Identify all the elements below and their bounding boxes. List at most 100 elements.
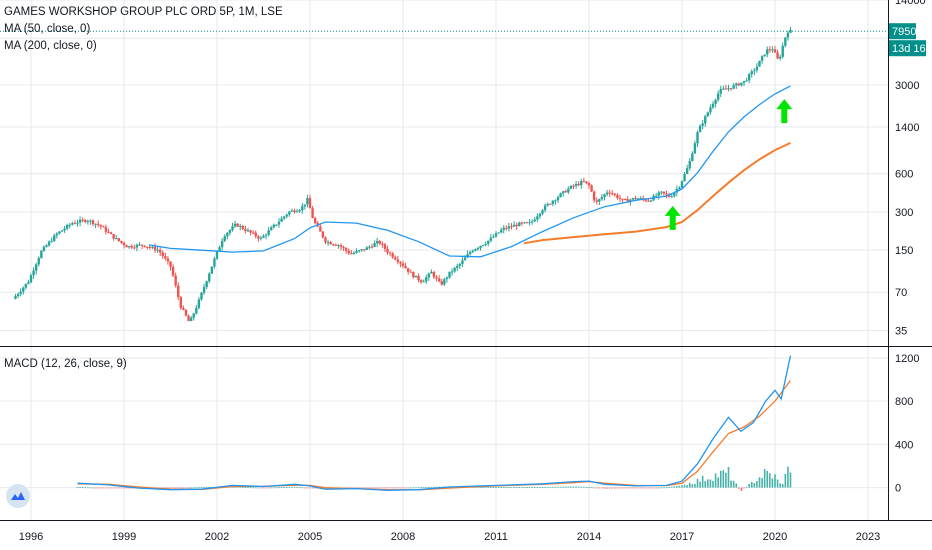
countdown-value: 13d 16h <box>892 43 932 55</box>
candle-body <box>468 252 472 255</box>
candle-body <box>649 200 653 202</box>
candle-body <box>450 271 454 273</box>
macd-histogram-bar <box>371 487 373 489</box>
macd-histogram-bar <box>756 481 758 488</box>
candle-body <box>419 280 423 283</box>
macd-histogram-bar <box>182 487 185 489</box>
macd-histogram-bar <box>500 487 502 488</box>
candle-body <box>125 245 128 248</box>
macd-histogram-bar <box>386 487 389 489</box>
macd-histogram-bar <box>128 487 130 489</box>
candle-body <box>634 198 637 200</box>
candle-body <box>541 210 544 214</box>
macd-legend[interactable]: MACD (12, 26, close, 9) <box>4 358 127 370</box>
macd-histogram-bar <box>549 486 552 488</box>
candle-body <box>456 265 459 268</box>
macd-histogram-bar <box>531 487 533 488</box>
candle-body <box>65 224 69 229</box>
candle-body <box>104 227 108 232</box>
candle-body <box>350 253 353 255</box>
candle-body <box>324 237 327 243</box>
candle-body <box>559 193 562 197</box>
candle-body <box>272 224 276 228</box>
macd-histogram-bar <box>112 487 115 489</box>
candle-body <box>510 226 513 228</box>
macd-histogram-bar <box>521 487 523 488</box>
macd-histogram-bar <box>787 466 789 488</box>
candle-body <box>368 246 371 248</box>
macd-histogram-bar <box>541 487 544 488</box>
candle-body <box>492 236 495 238</box>
candle-body <box>564 191 567 193</box>
macd-histogram-bar <box>686 485 688 488</box>
last-price-value: 7950 <box>892 26 916 38</box>
candle-body <box>773 49 777 53</box>
macd-histogram-bar <box>598 487 601 489</box>
candle-body <box>115 238 118 240</box>
candle-body <box>174 275 177 286</box>
candle-body <box>86 221 90 223</box>
macd-histogram-bar <box>660 487 663 489</box>
candle-body <box>636 198 640 200</box>
macd-histogram-bar <box>655 487 657 489</box>
candle-body <box>585 181 588 183</box>
candle-body <box>228 230 232 233</box>
macd-histogram-bar <box>539 487 541 488</box>
candle-body <box>177 285 180 298</box>
candle-body <box>143 245 146 247</box>
candle-body <box>776 52 779 59</box>
macd-histogram-bar <box>428 487 430 488</box>
macd-histogram-bar <box>650 487 652 489</box>
macd-histogram-bar <box>381 487 384 489</box>
macd-histogram-bar <box>384 487 386 489</box>
ma50-legend[interactable]: MA (50, close, 0) <box>4 23 91 35</box>
macd-histogram-bar <box>554 486 557 488</box>
macd-histogram-bar <box>177 487 180 489</box>
ma200-legend[interactable]: MA (200, close, 0) <box>4 40 97 52</box>
macd-histogram-bar <box>270 487 273 489</box>
macd-histogram-bar <box>637 487 639 489</box>
macd-histogram-bar <box>198 487 200 489</box>
macd-histogram-bar <box>761 478 763 488</box>
ma200-line <box>523 141 791 245</box>
macd-histogram-bar <box>515 487 518 488</box>
candle-body <box>76 222 79 224</box>
signal-line <box>77 380 792 491</box>
candle-body <box>16 293 20 297</box>
candle-body <box>437 278 441 282</box>
macd-histogram-bar <box>776 479 779 488</box>
candle-body <box>394 257 397 260</box>
macd-histogram-bar <box>161 487 164 489</box>
macd-histogram-bar <box>572 486 575 488</box>
candle-body <box>195 307 198 314</box>
candle-body <box>71 223 74 225</box>
candle-body <box>208 273 211 282</box>
macd-histogram-bar <box>298 487 301 488</box>
candle-body <box>425 277 428 282</box>
macd-histogram-bar <box>508 487 510 488</box>
candle-body <box>771 49 774 51</box>
candle-body <box>523 222 526 224</box>
macd-histogram-bar <box>510 487 513 488</box>
price-tick-label: 70 <box>895 287 907 299</box>
symbol-title[interactable]: GAMES WORKSHOP GROUP PLC ORD 5P, 1M, LSE <box>4 6 283 18</box>
macd-histogram-bar <box>694 483 696 488</box>
candle-body <box>497 232 500 234</box>
candle-body <box>719 89 722 94</box>
candle-body <box>603 194 606 198</box>
macd-histogram-bar <box>280 487 283 488</box>
macd-tick-label: 0 <box>895 483 901 495</box>
macd-histogram-bar <box>663 487 665 489</box>
candle-body <box>404 266 407 269</box>
candle-body <box>430 271 433 274</box>
macd-histogram-bar <box>195 487 198 489</box>
candle-body <box>22 287 25 292</box>
candle-body <box>654 195 658 197</box>
tradingview-logo-icon[interactable] <box>6 484 30 508</box>
macd-histogram-bar <box>363 487 366 489</box>
macd-histogram-bar <box>575 486 577 488</box>
candle-body <box>595 200 598 202</box>
candle-body <box>135 244 139 248</box>
candle-body <box>27 282 30 284</box>
macd-histogram-bar <box>311 487 314 489</box>
